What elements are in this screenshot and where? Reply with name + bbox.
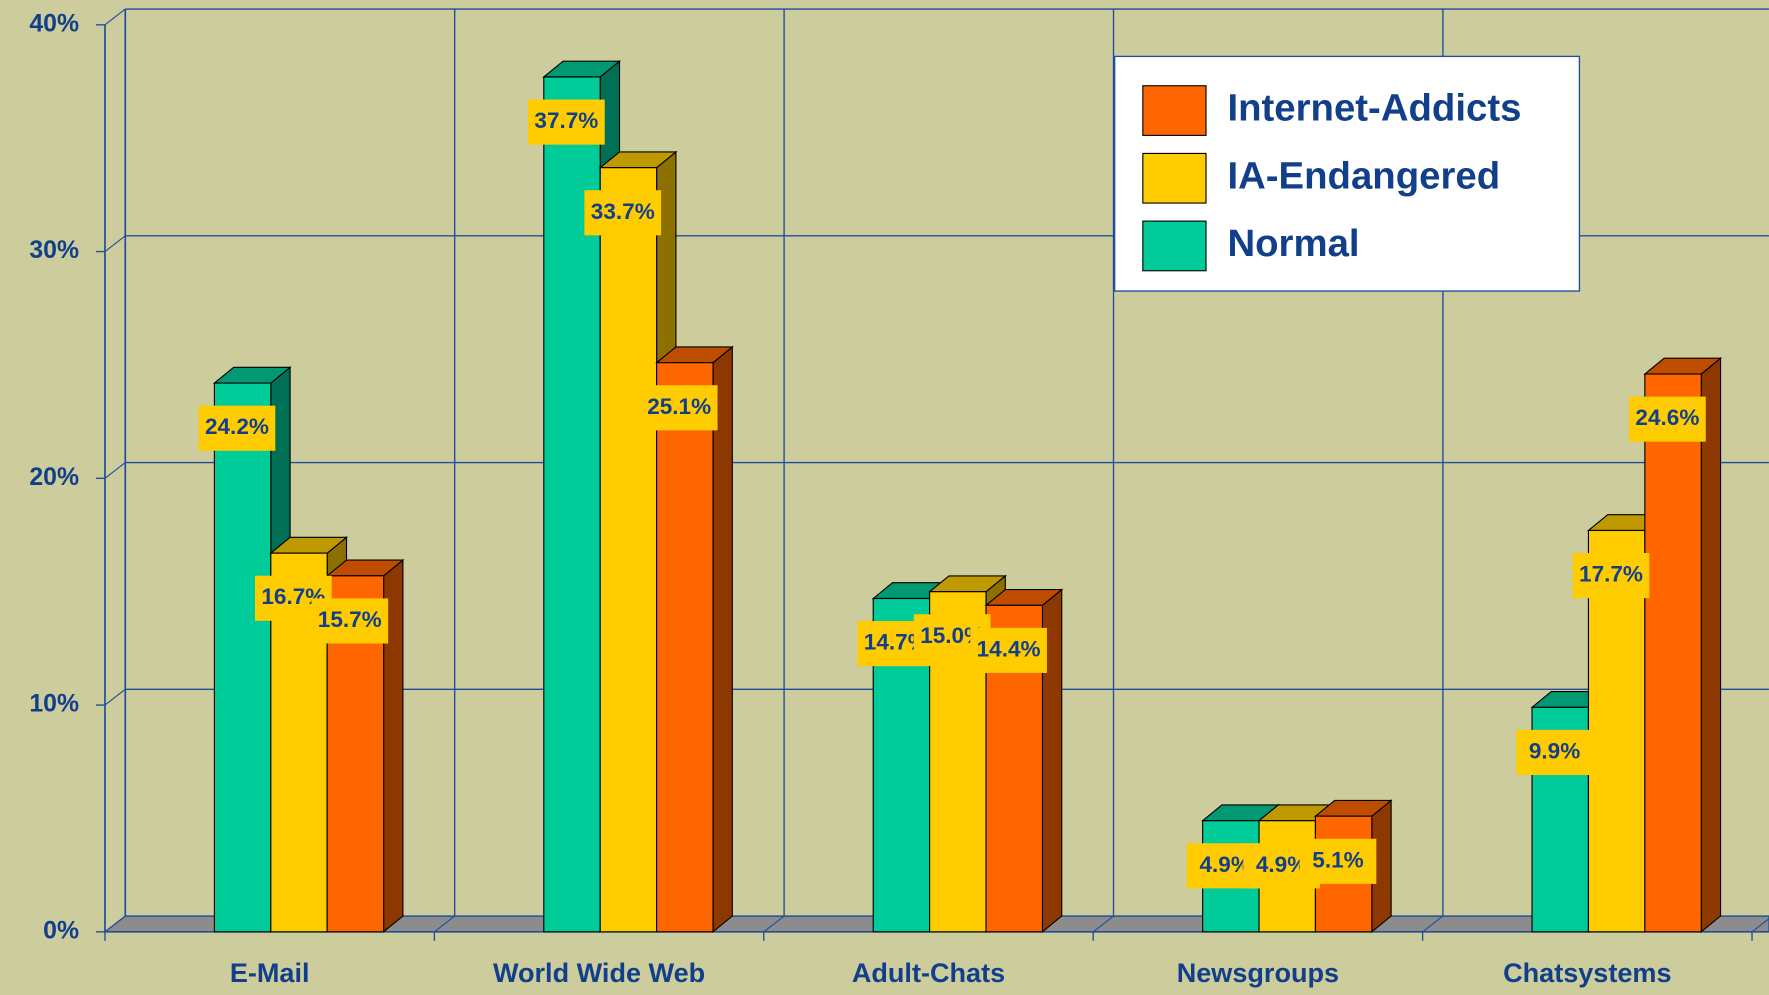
floor-line bbox=[434, 915, 456, 933]
side-line bbox=[104, 235, 126, 253]
data-label-box bbox=[198, 405, 276, 451]
data-label: 4.9% bbox=[1199, 852, 1250, 877]
legend-swatch bbox=[1142, 220, 1207, 272]
data-label-box bbox=[1572, 553, 1650, 599]
floor-line bbox=[1422, 915, 1444, 933]
side-line bbox=[104, 462, 126, 479]
data-label: 24.6% bbox=[1635, 405, 1699, 430]
x-tick-label: Newsgroups bbox=[1177, 957, 1339, 988]
data-label: 14.4% bbox=[977, 636, 1041, 661]
bar-front bbox=[599, 167, 658, 933]
x-tick-label: Chatsystems bbox=[1503, 957, 1671, 988]
y-tick-label: 0% bbox=[43, 917, 79, 944]
side-line bbox=[104, 8, 126, 26]
x-tick-label: E-Mail bbox=[230, 957, 310, 988]
bar bbox=[655, 345, 734, 934]
data-label-box bbox=[311, 598, 389, 644]
x-tick-label: Adult-Chats bbox=[852, 957, 1005, 988]
data-label: 9.9% bbox=[1529, 738, 1580, 763]
bar-side bbox=[1700, 357, 1722, 934]
floor-line bbox=[1092, 915, 1114, 933]
data-label-box bbox=[640, 385, 718, 431]
legend-label: IA-Endangered bbox=[1227, 154, 1500, 197]
x-tick-label: World Wide Web bbox=[493, 957, 705, 988]
data-label: 37.7% bbox=[534, 108, 598, 133]
floor-line bbox=[763, 915, 785, 933]
data-label: 24.2% bbox=[205, 414, 269, 439]
side-line bbox=[104, 915, 126, 933]
y-tick-label: 30% bbox=[29, 237, 79, 264]
data-label-box bbox=[528, 99, 605, 145]
bar-front bbox=[213, 382, 272, 933]
data-label-box bbox=[970, 627, 1047, 673]
y-tick-label: 40% bbox=[29, 10, 79, 37]
bar bbox=[1643, 357, 1723, 934]
data-label: 4.9% bbox=[1256, 852, 1307, 877]
data-label-box bbox=[1516, 729, 1593, 776]
data-label: 17.7% bbox=[1579, 562, 1643, 587]
y-tick-label: 10% bbox=[29, 691, 79, 718]
legend-label: Internet-Addicts bbox=[1227, 87, 1521, 130]
bar-front bbox=[656, 362, 714, 933]
data-label: 5.1% bbox=[1312, 847, 1363, 872]
legend-label: Normal bbox=[1227, 222, 1359, 265]
data-label-box bbox=[1629, 396, 1706, 442]
data-label: 15.7% bbox=[318, 607, 382, 632]
bar-front bbox=[1644, 373, 1702, 933]
side-line bbox=[104, 688, 126, 706]
data-label: 25.1% bbox=[647, 394, 711, 419]
data-label-box bbox=[1299, 838, 1377, 884]
bar-side bbox=[712, 345, 733, 934]
data-label: 33.7% bbox=[591, 199, 655, 224]
legend-swatch bbox=[1142, 152, 1207, 204]
legend-swatch bbox=[1142, 85, 1207, 136]
y-tick-label: 20% bbox=[29, 464, 79, 491]
data-label-box bbox=[584, 190, 662, 236]
legend: Normal IA-Endangered Internet-Addicts bbox=[1113, 55, 1581, 292]
